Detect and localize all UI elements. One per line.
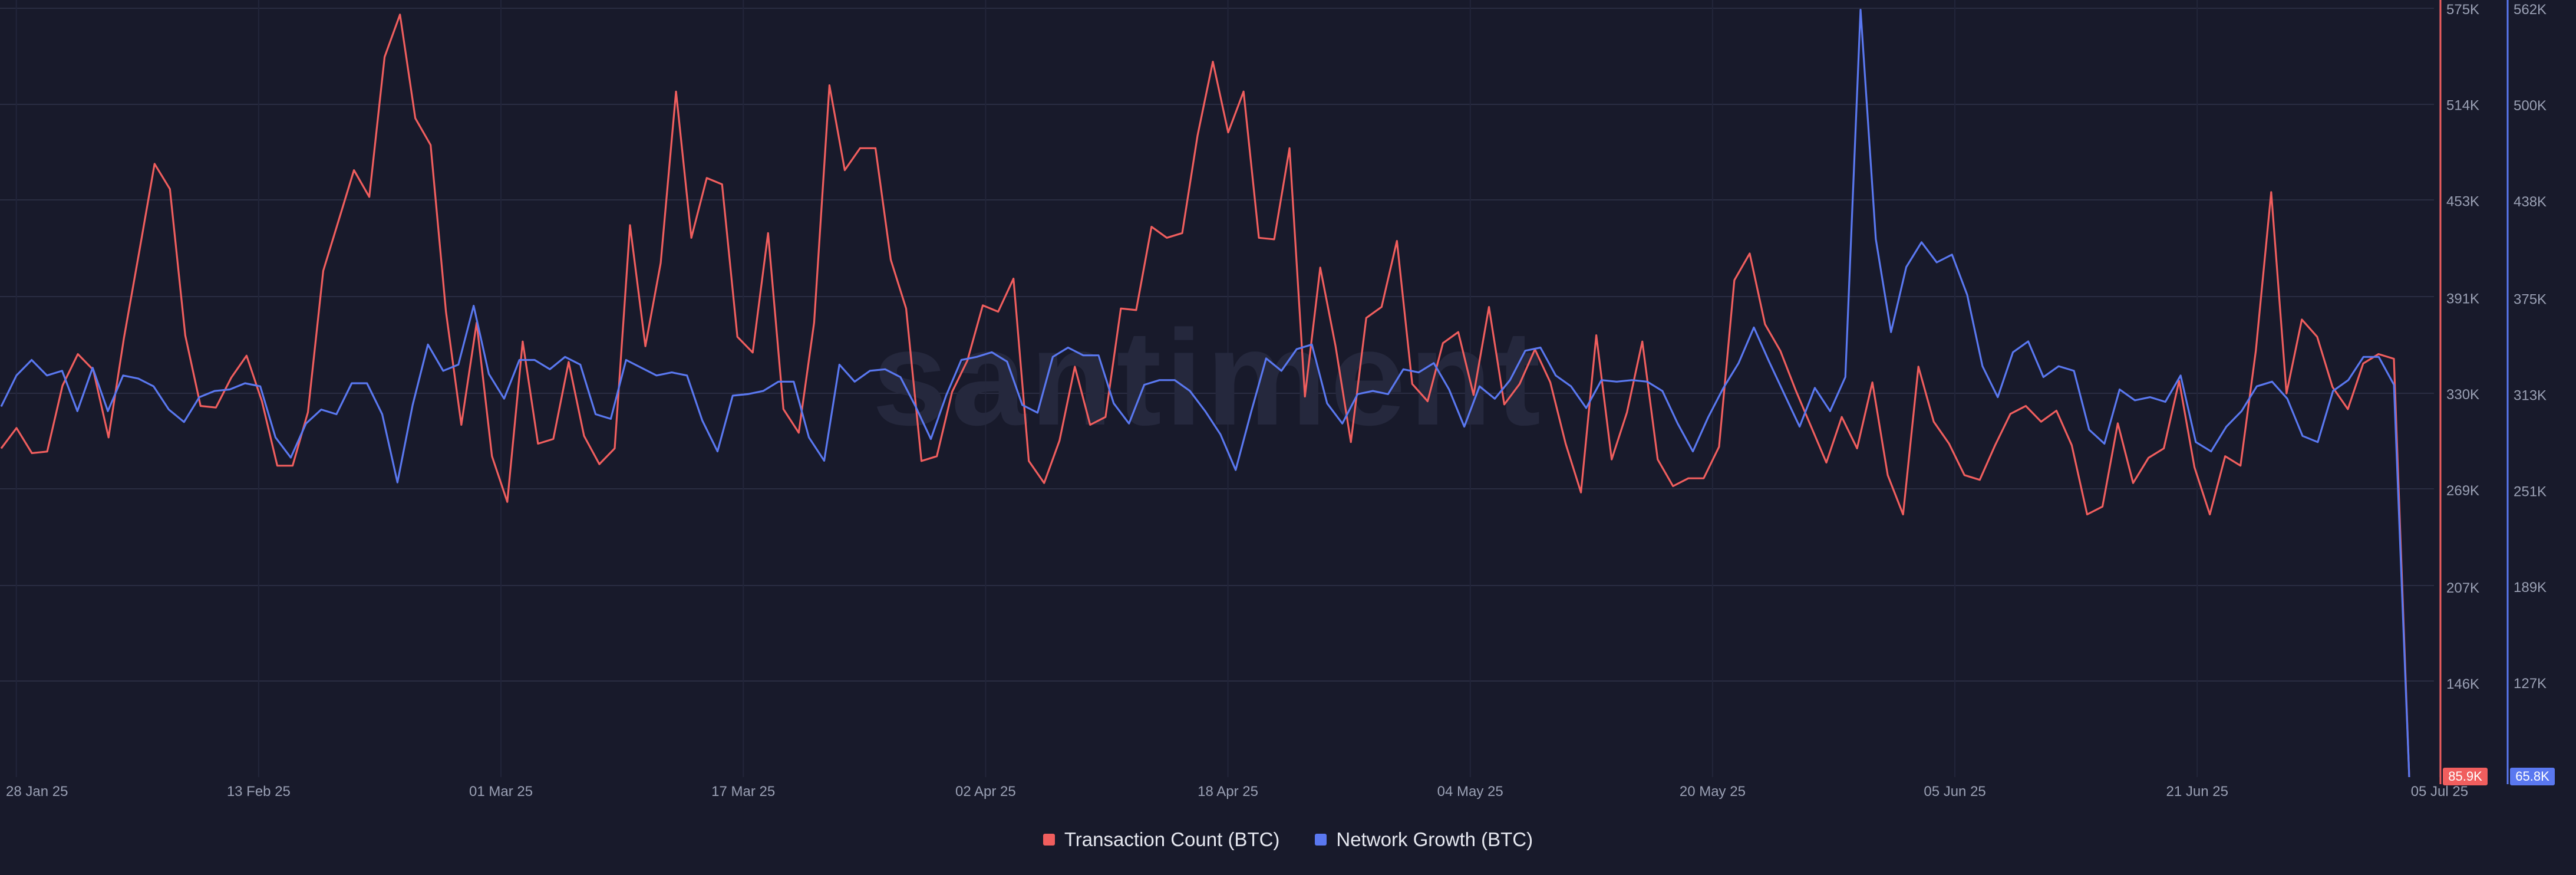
axis-tick-label-left-4: 330K [2446, 387, 2479, 403]
x-tick-label-4: 02 Apr 25 [955, 784, 1016, 800]
axis-tick-label-right-5: 251K [2514, 483, 2547, 499]
axis-tick-label-left-7: 146K [2446, 676, 2479, 692]
x-tick-label-7: 20 May 25 [1680, 784, 1746, 800]
axis-tick-label-right-1: 500K [2514, 98, 2547, 114]
legend-label-network-growth: Network Growth (BTC) [1336, 828, 1533, 850]
legend-label-transaction-count: Transaction Count (BTC) [1064, 828, 1280, 850]
last-value-badge-right [2510, 768, 2555, 785]
series-line-transaction-count [0, 14, 2410, 778]
axis-tick-label-right-0: 562K [2514, 2, 2547, 18]
x-tick-label-10: 05 Jul 25 [2411, 784, 2468, 800]
x-tick-label-9: 21 Jun 25 [2166, 784, 2228, 800]
x-tick-label-3: 17 Mar 25 [711, 784, 775, 800]
last-value-badge-left [2443, 768, 2488, 785]
x-tick-label-8: 05 Jun 25 [1924, 784, 1985, 800]
x-tick-label-6: 04 May 25 [1437, 784, 1503, 800]
legend: Transaction Count (BTC) Network Growth (… [0, 823, 2576, 856]
x-tick-label-5: 18 Apr 25 [1198, 784, 1258, 800]
axis-tick-label-right-2: 438K [2514, 194, 2547, 210]
legend-swatch-network-growth [1315, 834, 1327, 846]
x-tick-label-1: 13 Feb 25 [227, 784, 291, 800]
axis-tick-label-right-6: 189K [2514, 580, 2547, 596]
legend-swatch-transaction-count [1043, 834, 1055, 846]
last-value-label-right: 65.8K [2515, 769, 2549, 784]
axis-tick-label-left-1: 514K [2446, 98, 2479, 114]
axis-tick-label-left-0: 575K [2446, 2, 2479, 18]
watermark: santiment [872, 302, 1544, 453]
series-line-network-growth [0, 9, 2410, 778]
axis-tick-label-left-2: 453K [2446, 193, 2479, 209]
axis-tick-label-right-7: 127K [2514, 676, 2547, 692]
axis-tick-label-left-5: 269K [2446, 483, 2479, 499]
axis-tick-label-left-6: 207K [2446, 580, 2479, 596]
axis-tick-label-left-3: 391K [2446, 291, 2479, 307]
x-tick-label-0: 28 Jan 25 [6, 784, 68, 800]
x-tick-label-2: 01 Mar 25 [469, 784, 533, 800]
last-value-label-left: 85.9K [2448, 769, 2482, 784]
axis-tick-label-right-3: 375K [2514, 291, 2547, 307]
axis-tick-label-right-4: 313K [2514, 387, 2547, 403]
legend-item-network-growth[interactable]: Network Growth (BTC) [1315, 828, 1533, 851]
legend-item-transaction-count[interactable]: Transaction Count (BTC) [1043, 828, 1280, 851]
